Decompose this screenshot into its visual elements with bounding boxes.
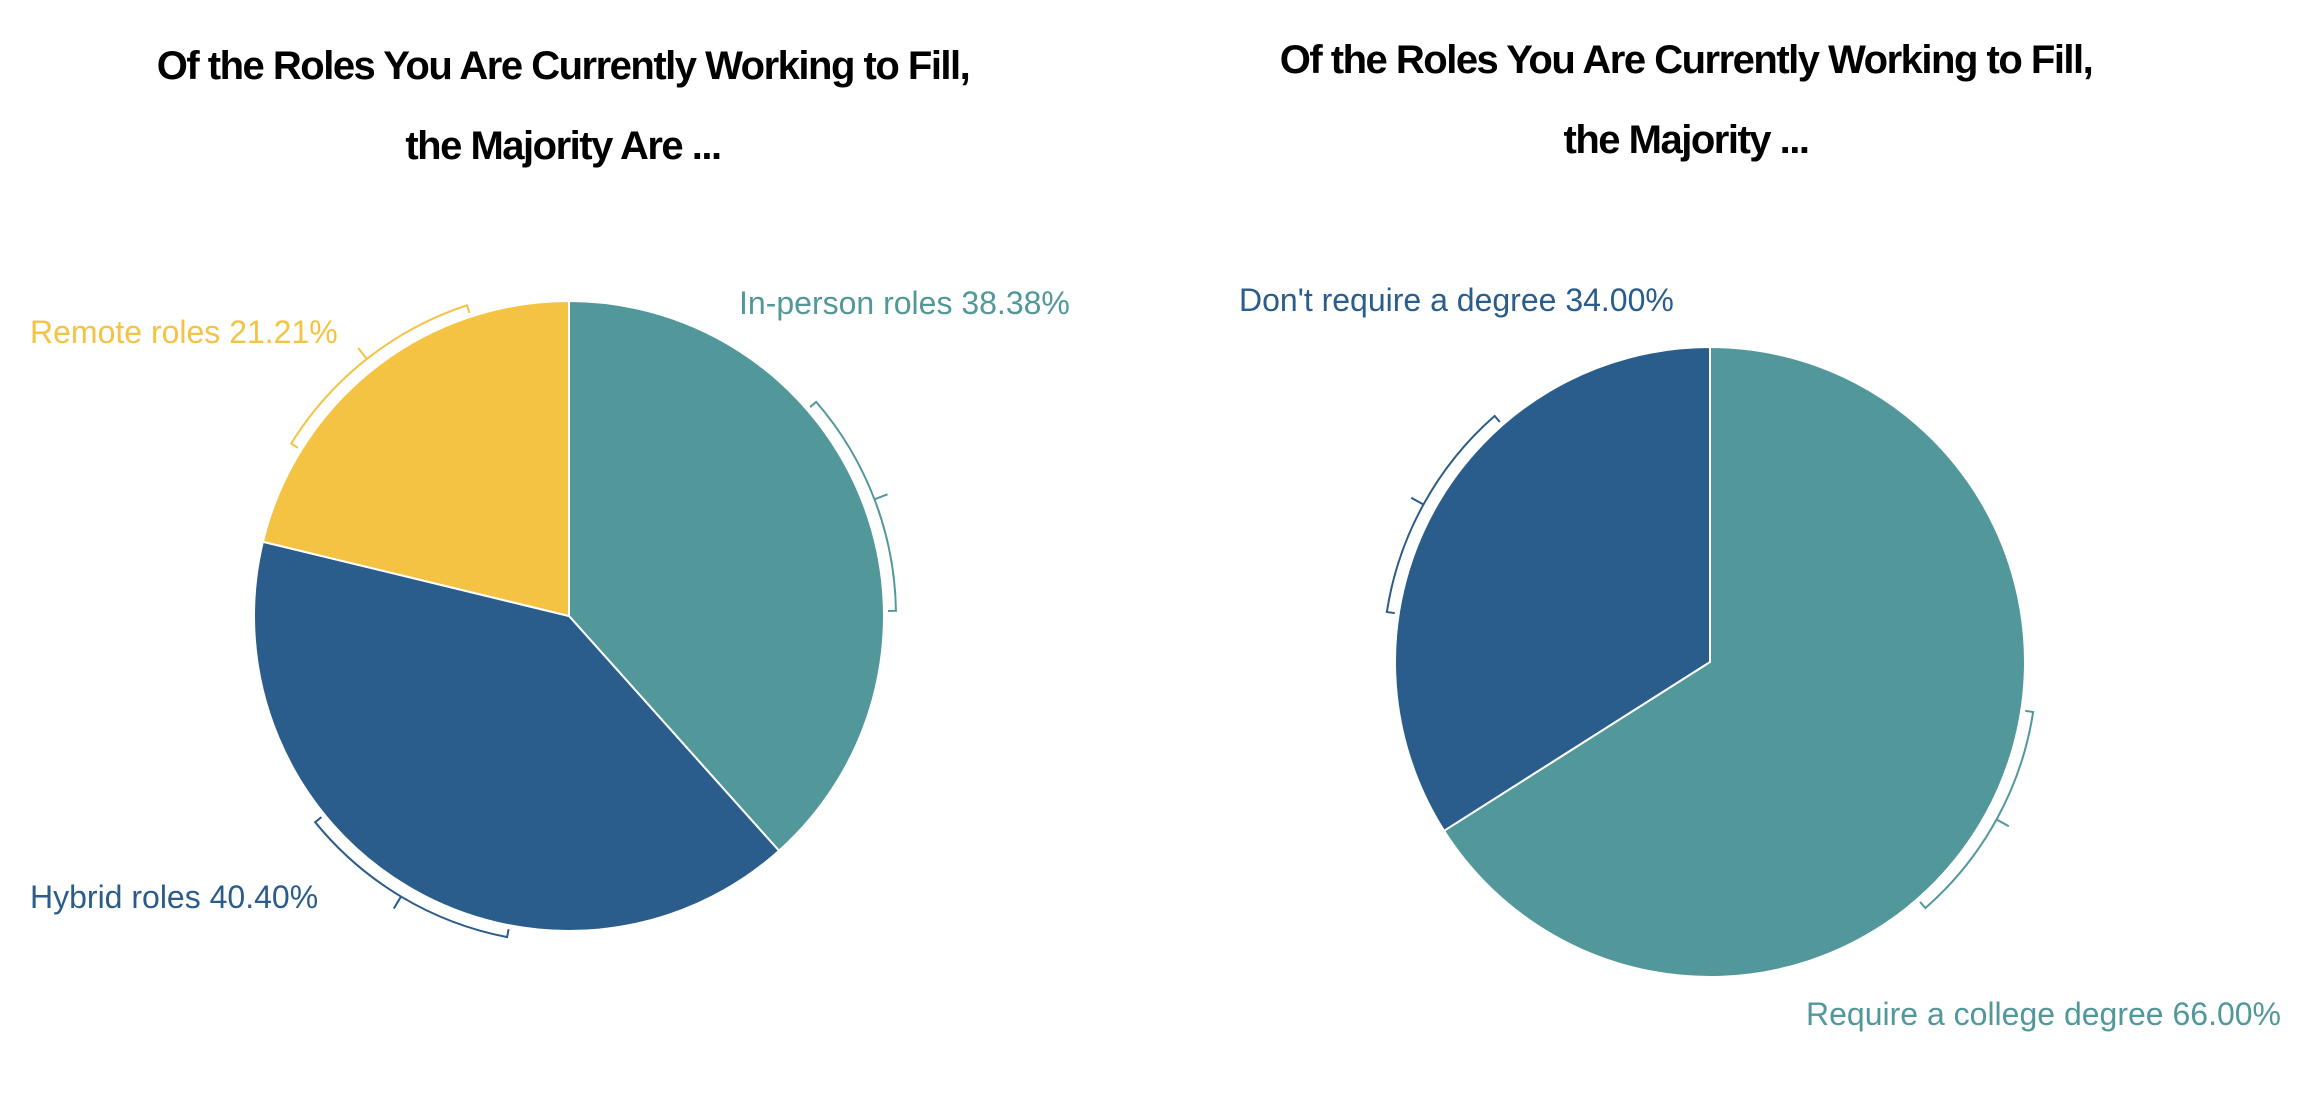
label-bracket <box>1919 709 2035 910</box>
slice-label: Remote roles 21.21% <box>30 314 338 350</box>
slice-value-label: 66.00% <box>2172 996 2281 1032</box>
slice-category: Require a college degree <box>1806 996 2164 1032</box>
pie-slice <box>1394 345 1711 833</box>
slice-value-label: 38.38% <box>961 285 1070 321</box>
pie-slice <box>1442 345 2026 978</box>
slice-category: Don't require a degree <box>1239 282 1556 318</box>
pie-slice <box>253 540 781 932</box>
chart-title: Of the Roles You Are Currently Working t… <box>156 44 971 168</box>
slice-label: In-person roles 38.38% <box>739 285 1070 321</box>
slice-label: Require a college degree 66.00% <box>1806 996 2281 1032</box>
slice-category: Hybrid roles <box>30 879 201 915</box>
pie-slice <box>568 299 885 853</box>
label-leader <box>1996 818 2010 828</box>
label-leader <box>392 896 402 910</box>
slice-label: Don't require a degree 34.00% <box>1239 282 1674 318</box>
label-leader <box>1410 496 1424 506</box>
label-leader <box>357 347 368 360</box>
slice-value-label: 34.00% <box>1565 282 1674 318</box>
chart-title: Of the Roles You Are Currently Working t… <box>1279 38 2094 162</box>
label-bracket <box>289 304 471 449</box>
slice-label: Hybrid roles 40.40% <box>30 879 318 915</box>
label-bracket <box>1385 414 1501 615</box>
label-bracket <box>809 400 897 612</box>
slice-category: In-person roles <box>739 285 952 321</box>
slice-value-label: 21.21% <box>229 314 338 350</box>
pie-slice <box>261 299 570 618</box>
label-leader <box>874 493 888 501</box>
slice-category: Remote roles <box>30 314 220 350</box>
slice-value-label: 40.40% <box>210 879 319 915</box>
